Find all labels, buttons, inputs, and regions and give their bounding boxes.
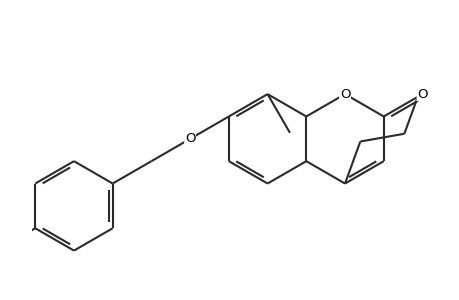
Text: O: O <box>339 88 349 100</box>
Text: O: O <box>185 132 195 145</box>
Text: O: O <box>416 88 427 100</box>
